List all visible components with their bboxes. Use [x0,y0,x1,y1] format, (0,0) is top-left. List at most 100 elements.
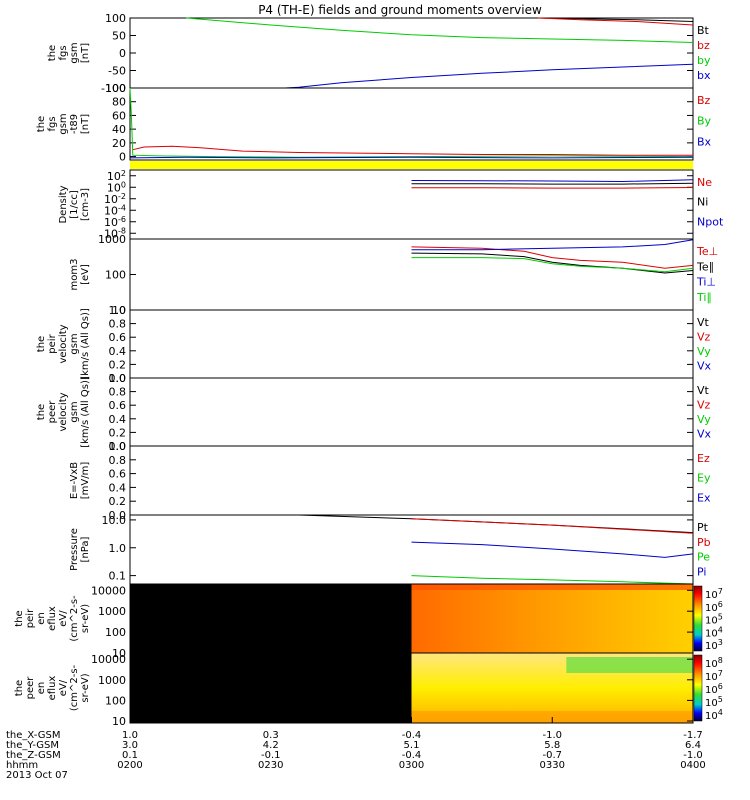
y-tick-label: 0 [119,47,126,60]
time-axis-row-label: the_X-GSM [6,730,60,741]
legend-label: Pi [697,565,706,578]
y-axis-label: [eV] [80,264,91,285]
y-axis-label: [nT] [80,114,91,134]
plot-title: P4 (TH-E) fields and ground moments over… [258,3,542,17]
y-axis-label: gsm [58,113,69,134]
x-tick-label: -1.0 [683,750,703,761]
y-axis-label: fgs [47,116,58,131]
x-tick-label: -1.0 [542,730,562,741]
colorbar-tick-label: 103 [705,638,723,652]
y-axis-label: [nT] [80,43,91,63]
legend-label: Pe [697,551,710,564]
date-label: 2013 Oct 07 [6,770,68,781]
time-axis-row-label: the_Z-GSM [6,750,61,761]
y-tick-label: 10 [112,647,126,660]
legend-label: Vx [697,428,712,441]
y-tick-label: 0 [119,151,126,164]
y-axis-label: [nPa] [80,536,91,562]
y-tick-label: 0.0 [109,372,127,385]
x-tick-label: -0.1 [261,750,281,761]
y-axis-label: peer [47,400,58,424]
y-tick-label: 1.0 [109,372,127,385]
colorbar-tick-label: 107 [705,587,723,601]
y-axis-label: Pressure [69,528,80,571]
colorbar-tick-label: 104 [705,625,723,639]
legend-label: Vy [697,413,711,426]
y-axis-label: [cm-3] [80,188,91,221]
series-line-Pi [411,541,694,558]
y-axis-label: eflux [47,676,58,701]
y-tick-label: 0.2 [109,358,127,371]
colorbar-tick-label: 107 [705,669,723,683]
series-line-Te⊥ [411,246,694,269]
y-axis-label: -t89 [69,114,80,134]
y-tick-label: 0.8 [109,454,127,467]
legend-label: Vz [697,331,711,344]
x-tick-label: 1.0 [122,730,138,741]
spectrogram-band [411,584,693,590]
legend-label: Ni [697,196,708,209]
y-tick-label: 1.0 [109,440,127,453]
legend-label: Bz [697,94,711,107]
series-line-Bt [538,17,694,22]
y-tick-label: 60 [112,109,126,122]
legend-label: Ey [697,472,711,485]
y-tick-label: 10-4 [104,203,126,217]
y-axis-label: en [36,612,47,625]
status-bar-band [130,161,693,169]
x-tick-label: 0.1 [122,750,138,761]
y-tick-label: 1.0 [109,304,127,317]
x-tick-label: 0.3 [263,730,279,741]
series-line-Ne [411,187,694,189]
spectrogram-green-patch [566,657,693,673]
y-axis-label: the [47,45,58,61]
legend-label: Npot [697,215,724,228]
legend-label: By [697,115,712,128]
y-tick-label: 100 [105,626,126,639]
legend-label: Te∥ [696,260,714,273]
y-axis-label: the [36,404,47,420]
y-tick-label: 10000 [91,584,126,597]
y-tick-label: 1000 [98,233,126,246]
series-line-bz [538,17,694,26]
y-tick-label: -50 [108,65,126,78]
y-axis-label: [km/s (All Qs)] [80,308,91,380]
series-line-Te∥ [411,252,694,274]
y-axis-label: velocity [58,324,69,363]
y-axis-label: [mV/m] [80,462,91,500]
colorbar-tick-label: 105 [705,613,723,627]
legend-label: Te⊥ [696,245,718,258]
series-line-By [129,87,694,158]
legend-label: Vt [697,384,710,397]
y-tick-label: 100 [107,180,126,194]
series-line-bx [284,63,694,89]
y-axis-label: eV/ [58,610,69,627]
y-axis-label: the [36,336,47,352]
y-tick-label: 0.6 [109,399,127,412]
panel-frame [129,514,694,585]
y-axis-label: peer [25,676,36,700]
x-tick-label: 0400 [680,760,705,771]
y-axis-label: the [14,680,25,696]
y-axis-label: eV/ [58,679,69,696]
y-tick-label: 100 [105,82,126,95]
y-axis-label: [km/s (All Qs)] [80,376,91,448]
y-tick-label: 80 [112,96,126,109]
x-tick-label: -0.7 [542,750,562,761]
y-tick-label: 10 [112,715,126,728]
panel-frame [129,309,694,379]
legend-label: Ex [697,491,711,504]
x-tick-label: 0330 [540,760,565,771]
colorbar-tick-label: 106 [705,600,723,614]
series-line-Pb [411,518,694,534]
y-axis-label: (cm^2-s- [69,595,80,642]
series-line-Bx [129,156,694,159]
legend-label: Vz [697,399,711,412]
x-tick-label: 0300 [399,760,424,771]
colorbar-tick-label: 108 [705,656,723,670]
colorbar [693,585,703,652]
legend-label: Vx [697,360,712,373]
y-axis-label: mom3 [69,259,80,291]
heatmap-no-data [130,584,412,653]
legend-label: bx [697,69,711,82]
